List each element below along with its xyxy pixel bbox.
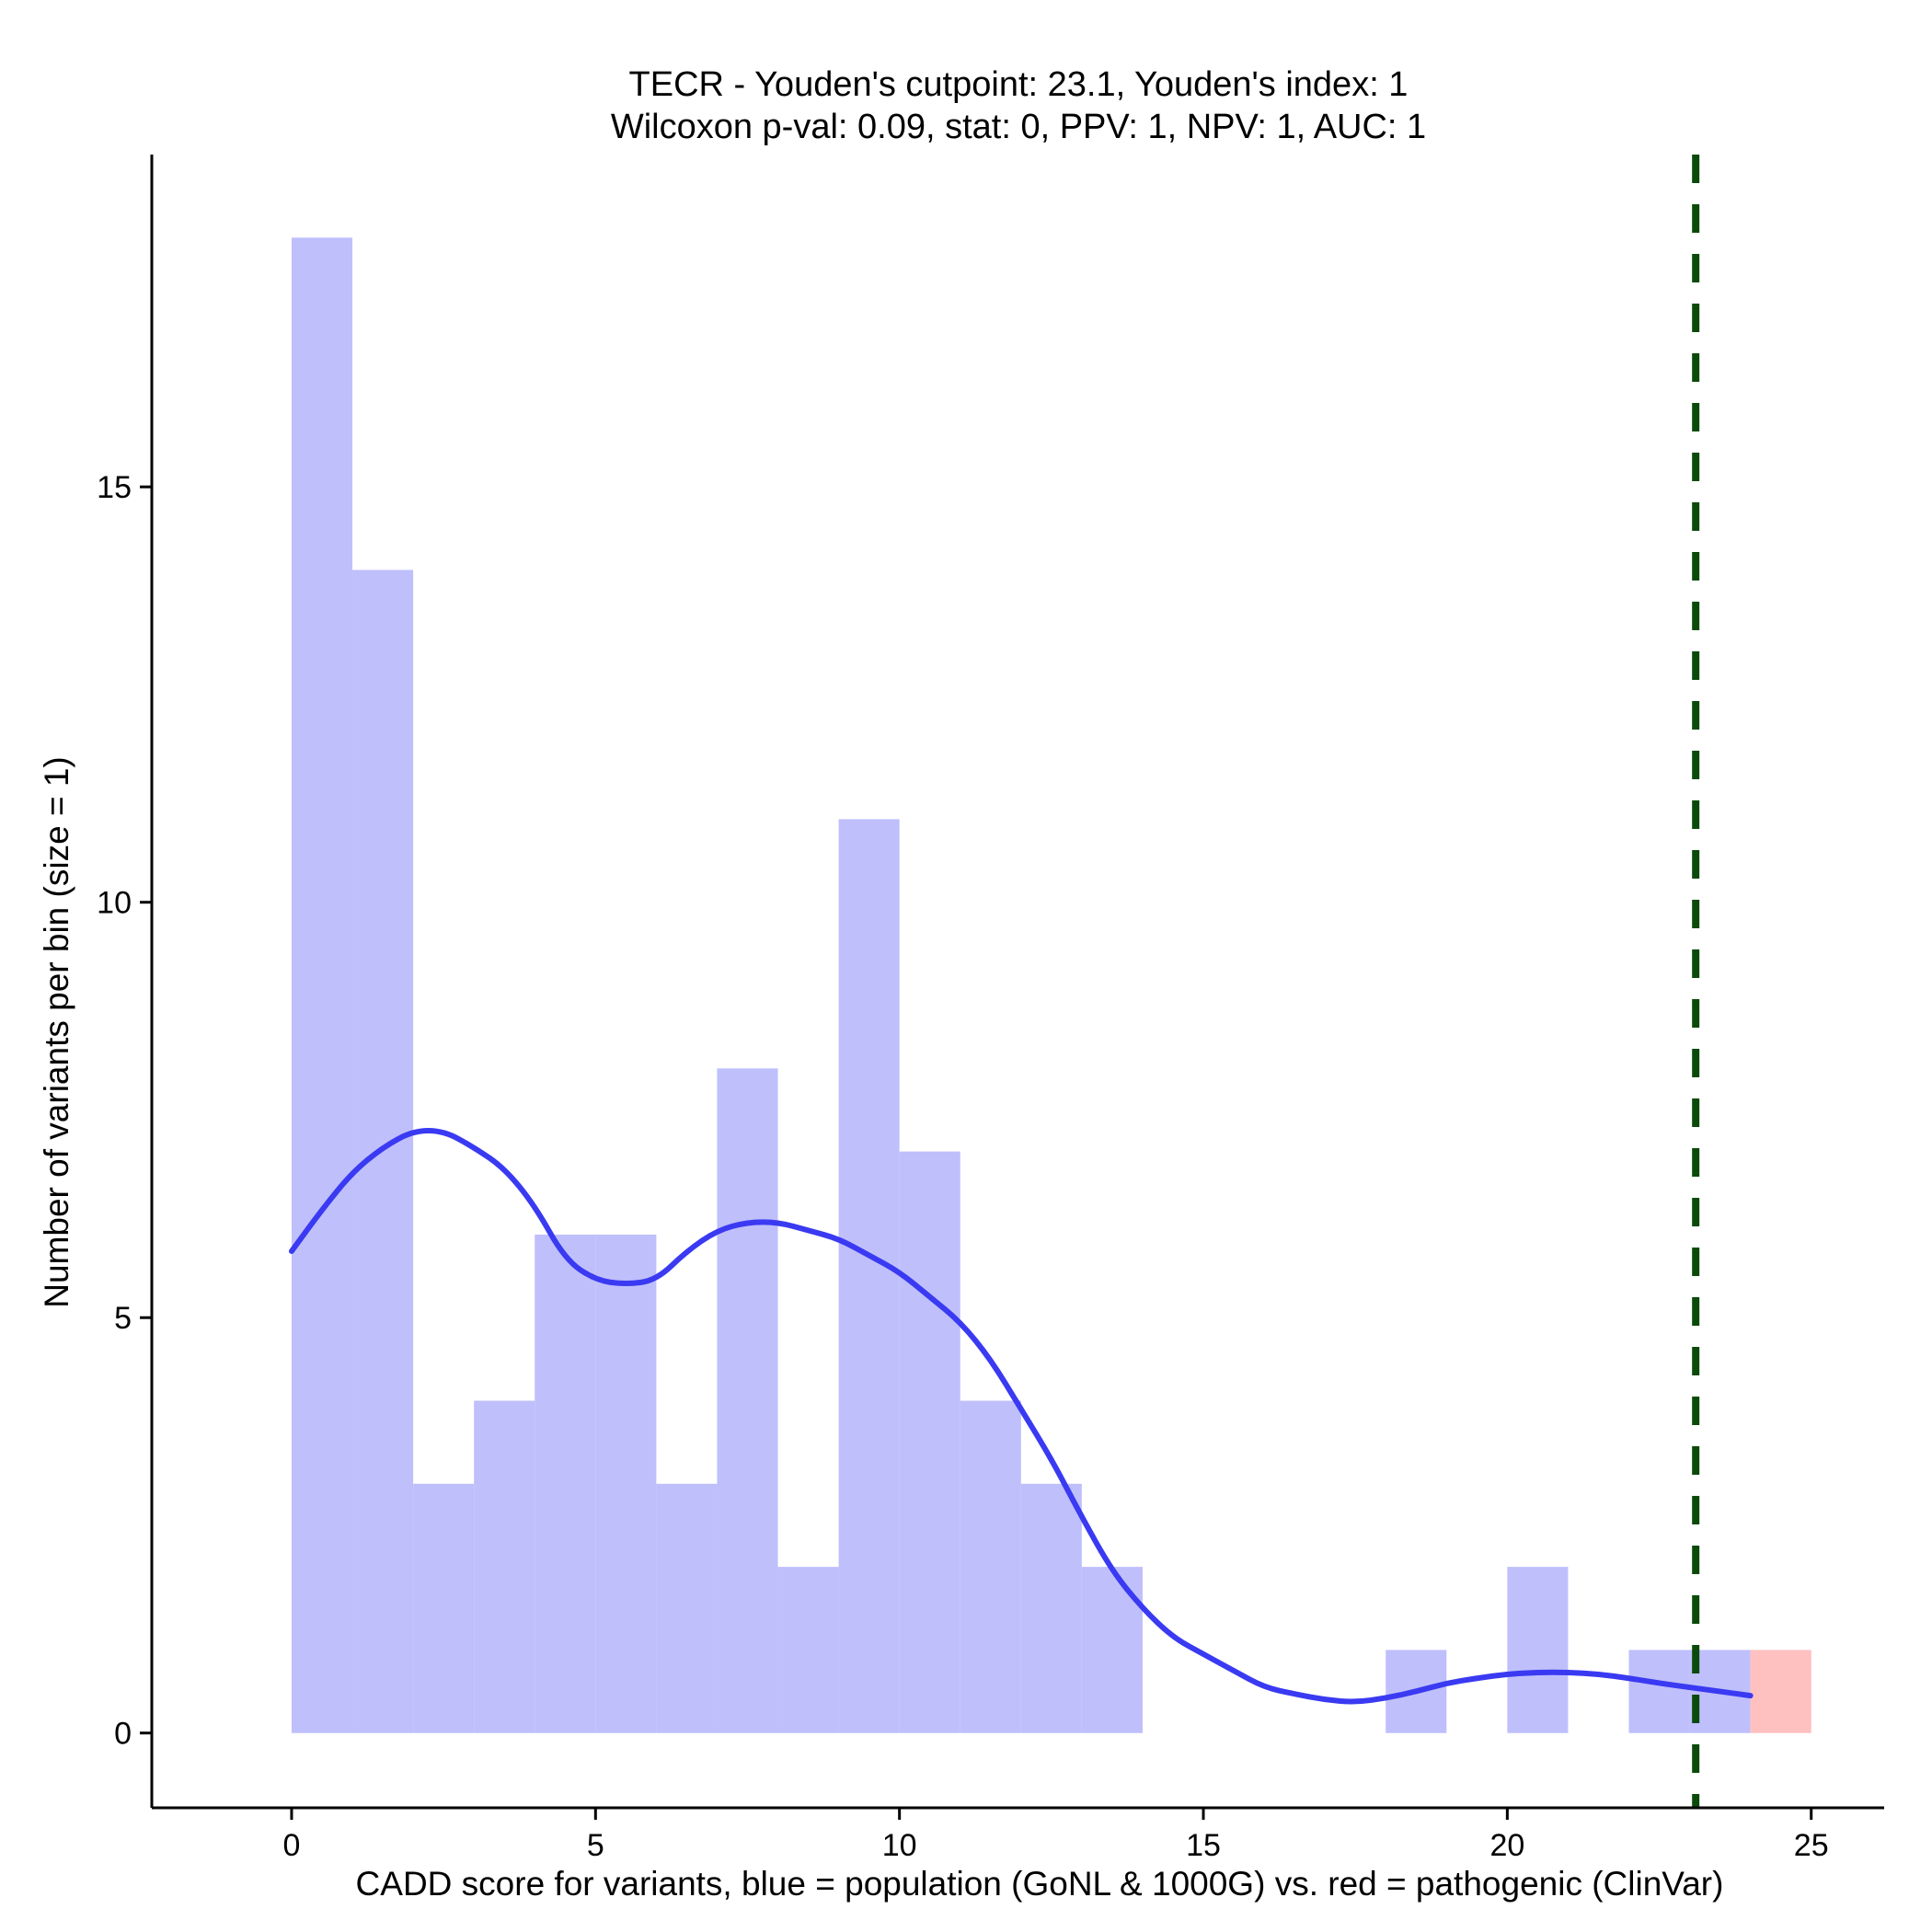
x-axis-title: CADD score for variants, blue = populati… bbox=[356, 1865, 1724, 1903]
population-bar-3 bbox=[474, 1400, 535, 1733]
population-bar-8 bbox=[777, 1567, 839, 1733]
y-tick-label-15: 15 bbox=[97, 470, 132, 505]
x-axis-ticks: 0 5 10 15 20 25 bbox=[283, 1808, 1829, 1863]
population-bar-11 bbox=[960, 1400, 1021, 1733]
population-bar-10 bbox=[899, 1151, 960, 1733]
x-tick-label-5: 5 bbox=[587, 1828, 604, 1863]
population-bar-9 bbox=[838, 819, 900, 1733]
y-tick-label-5: 5 bbox=[114, 1301, 132, 1336]
x-tick-label-25: 25 bbox=[1794, 1828, 1829, 1863]
population-bar-6 bbox=[656, 1483, 718, 1733]
density-curve-layer bbox=[288, 1128, 1754, 1705]
histogram-bars bbox=[291, 237, 1811, 1733]
y-axis-title: Number of variants per bin (size = 1) bbox=[38, 756, 75, 1307]
population-bar-4 bbox=[535, 1234, 596, 1733]
x-tick-label-20: 20 bbox=[1489, 1828, 1524, 1863]
y-axis-ticks: 0 5 10 15 bbox=[97, 470, 152, 1752]
pathogenic-bar-0 bbox=[1750, 1650, 1811, 1733]
density-curve bbox=[288, 1128, 1754, 1705]
x-tick-label-10: 10 bbox=[882, 1828, 917, 1863]
population-bar-16 bbox=[1628, 1650, 1690, 1733]
population-bar-2 bbox=[413, 1483, 475, 1733]
population-bar-7 bbox=[717, 1068, 778, 1733]
chart-title: TECR - Youden's cutpoint: 23.1, Youden's… bbox=[629, 65, 1409, 104]
population-bar-0 bbox=[291, 237, 353, 1733]
population-bar-12 bbox=[1020, 1483, 1082, 1733]
population-bar-15 bbox=[1507, 1567, 1569, 1733]
population-bar-13 bbox=[1081, 1567, 1143, 1733]
x-tick-label-0: 0 bbox=[283, 1828, 301, 1863]
x-tick-label-15: 15 bbox=[1186, 1828, 1221, 1863]
chart-subtitle: Wilcoxon p-val: 0.09, stat: 0, PPV: 1, N… bbox=[611, 108, 1426, 146]
y-tick-label-10: 10 bbox=[97, 886, 132, 921]
y-tick-label-0: 0 bbox=[114, 1717, 132, 1752]
population-bar-5 bbox=[595, 1234, 657, 1733]
